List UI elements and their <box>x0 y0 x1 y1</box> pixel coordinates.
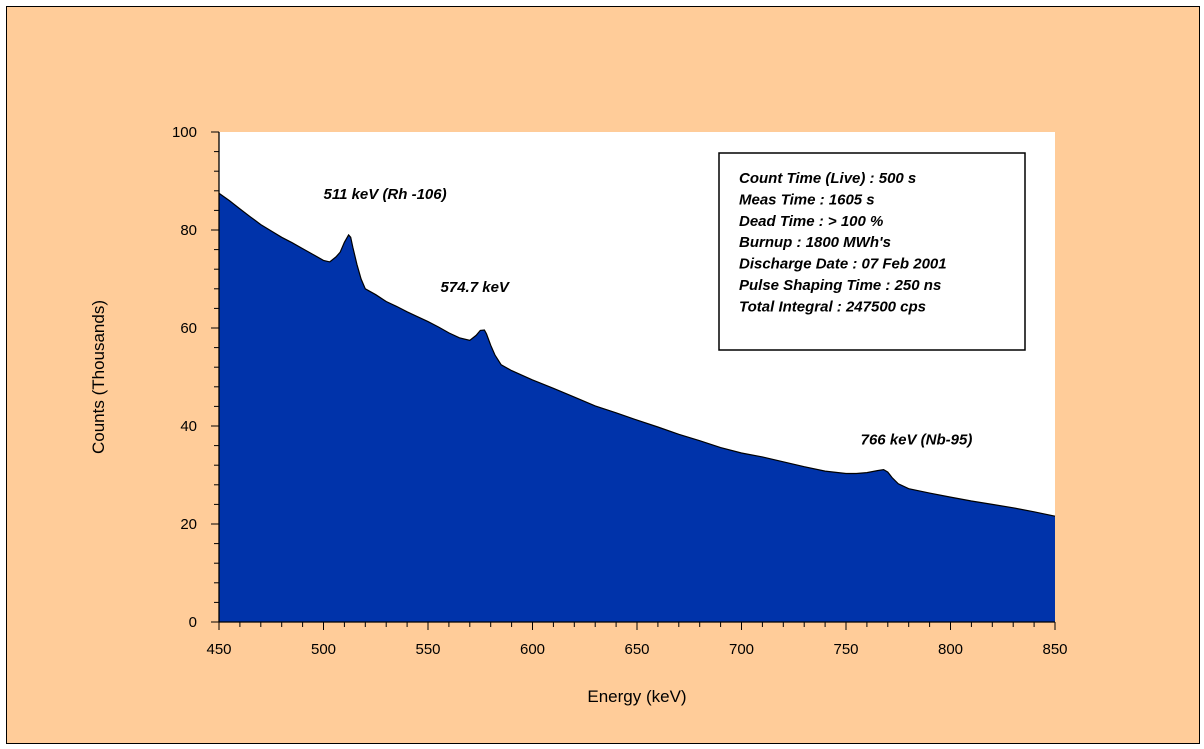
x-tick-label: 750 <box>833 641 858 658</box>
y-tick-label: 0 <box>189 614 197 631</box>
info-line: Discharge Date : 07 Feb 2001 <box>739 256 947 273</box>
y-tick-label: 80 <box>180 222 197 239</box>
axes: 450 500 550 600 650 700 750 800 850 0 20 40 60 80 100 <box>172 124 1068 658</box>
info-line: Count Time (Live) : 500 s <box>739 170 916 187</box>
spectrum-outline <box>218 192 1056 517</box>
spectrum-area <box>219 193 1055 623</box>
peak-label: 574.7 keV <box>441 279 511 296</box>
info-line: Total Integral : 247500 cps <box>739 298 926 315</box>
info-line: Pulse Shaping Time : 250 ns <box>739 277 941 294</box>
x-tick-label: 500 <box>311 641 336 658</box>
y-axis-title: Counts (Thousands) <box>89 300 108 454</box>
x-axis-title: Energy (keV) <box>587 687 686 706</box>
x-tick-label: 600 <box>520 641 545 658</box>
x-tick-label: 850 <box>1042 641 1067 658</box>
chart-background: 450 500 550 600 650 700 750 800 850 0 20 40 60 80 100 … <box>6 6 1200 744</box>
y-tick-label: 60 <box>180 320 197 337</box>
info-line: Dead Time : > 100 % <box>739 213 883 230</box>
y-tick-label: 100 <box>172 124 197 141</box>
info-line: Burnup : 1800 MWh's <box>739 234 891 251</box>
x-tick-label: 650 <box>624 641 649 658</box>
x-tick-label: 700 <box>729 641 754 658</box>
y-tick-label: 20 <box>180 516 197 533</box>
x-tick-label: 450 <box>206 641 231 658</box>
x-tick-label: 550 <box>415 641 440 658</box>
spectrum-chart: 450 500 550 600 650 700 750 800 850020406080100 … <box>89 124 1068 706</box>
peak-annotations: 511 keV (Rh -106) 574.7 keV 766 keV (Nb-95… <box>324 186 973 448</box>
info-box: Count Time (Live) : 500 s Meas Time : 160… <box>718 152 1026 351</box>
peak-label: 511 keV (Rh -106) <box>324 186 447 203</box>
x-tick-label: 800 <box>938 641 963 658</box>
info-box-border <box>718 152 1026 351</box>
y-tick-label: 40 <box>180 418 197 435</box>
peak-label: 766 keV (Nb-95) <box>861 432 973 449</box>
info-line: Meas Time : 1605 s <box>739 191 875 208</box>
